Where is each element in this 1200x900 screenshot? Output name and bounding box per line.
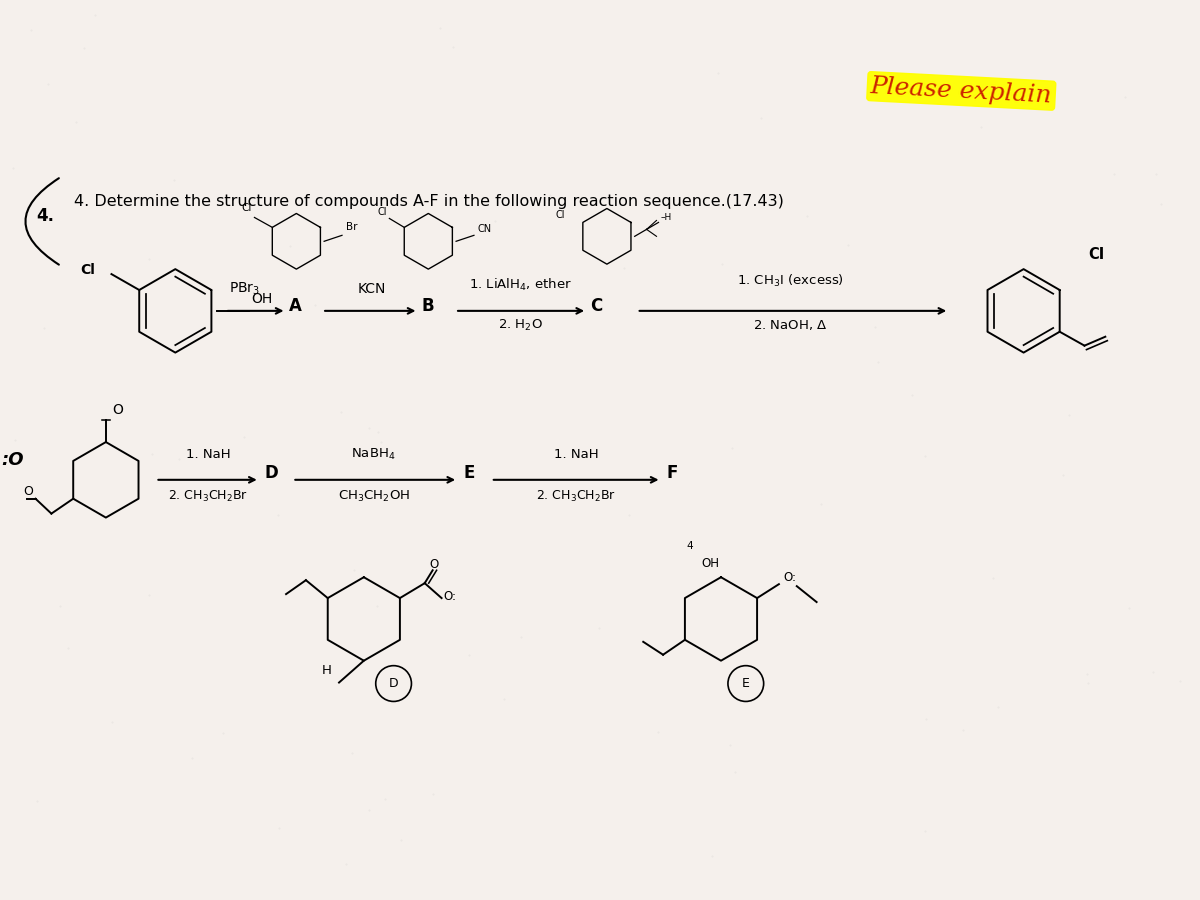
Text: CN: CN [478, 224, 492, 234]
Text: A: A [289, 297, 302, 315]
Text: 4. Determine the structure of compounds A-F in the following reaction sequence.(: 4. Determine the structure of compounds … [74, 194, 784, 209]
Text: CH$_3$CH$_2$OH: CH$_3$CH$_2$OH [337, 489, 410, 504]
Text: –H: –H [660, 213, 672, 222]
Text: Cl: Cl [378, 208, 388, 218]
Text: 1. NaH: 1. NaH [554, 448, 599, 461]
Text: 2. CH$_3$CH$_2$Br: 2. CH$_3$CH$_2$Br [536, 489, 616, 504]
Text: 1. LiAlH$_4$, ether: 1. LiAlH$_4$, ether [469, 277, 572, 293]
Text: NaBH$_4$: NaBH$_4$ [352, 447, 396, 462]
Text: C: C [590, 297, 602, 315]
Text: Cl: Cl [556, 211, 565, 220]
Text: Cl: Cl [241, 203, 252, 213]
Text: OH: OH [701, 557, 719, 571]
Text: :O: :O [1, 451, 24, 469]
Text: Please explain: Please explain [870, 75, 1052, 107]
Text: D: D [265, 464, 278, 482]
Text: Cl: Cl [80, 263, 95, 277]
Text: OH: OH [252, 292, 272, 306]
Text: E: E [742, 677, 750, 690]
Text: O:: O: [444, 590, 456, 603]
Text: Br: Br [346, 222, 358, 232]
Text: PBr$_3$: PBr$_3$ [229, 281, 260, 297]
Text: D: D [389, 677, 398, 690]
Text: F: F [666, 464, 678, 482]
Text: 4.: 4. [36, 207, 54, 225]
Text: O: O [430, 558, 439, 572]
Text: B: B [421, 297, 434, 315]
Text: 2. NaOH, $\Delta$: 2. NaOH, $\Delta$ [754, 318, 828, 332]
Text: O:: O: [782, 572, 796, 584]
Text: CI: CI [1088, 248, 1104, 262]
Text: KCN: KCN [358, 282, 386, 296]
Text: H: H [322, 663, 332, 677]
Text: 2. H$_2$O: 2. H$_2$O [498, 318, 544, 333]
Text: 1. NaH: 1. NaH [186, 448, 230, 461]
Text: 1. CH$_3$I (excess): 1. CH$_3$I (excess) [737, 273, 844, 289]
Text: E: E [463, 464, 474, 482]
Text: O: O [24, 485, 34, 498]
Text: 4: 4 [686, 542, 692, 552]
Text: O: O [112, 403, 122, 418]
Text: 2. CH$_3$CH$_2$Br: 2. CH$_3$CH$_2$Br [168, 489, 248, 504]
